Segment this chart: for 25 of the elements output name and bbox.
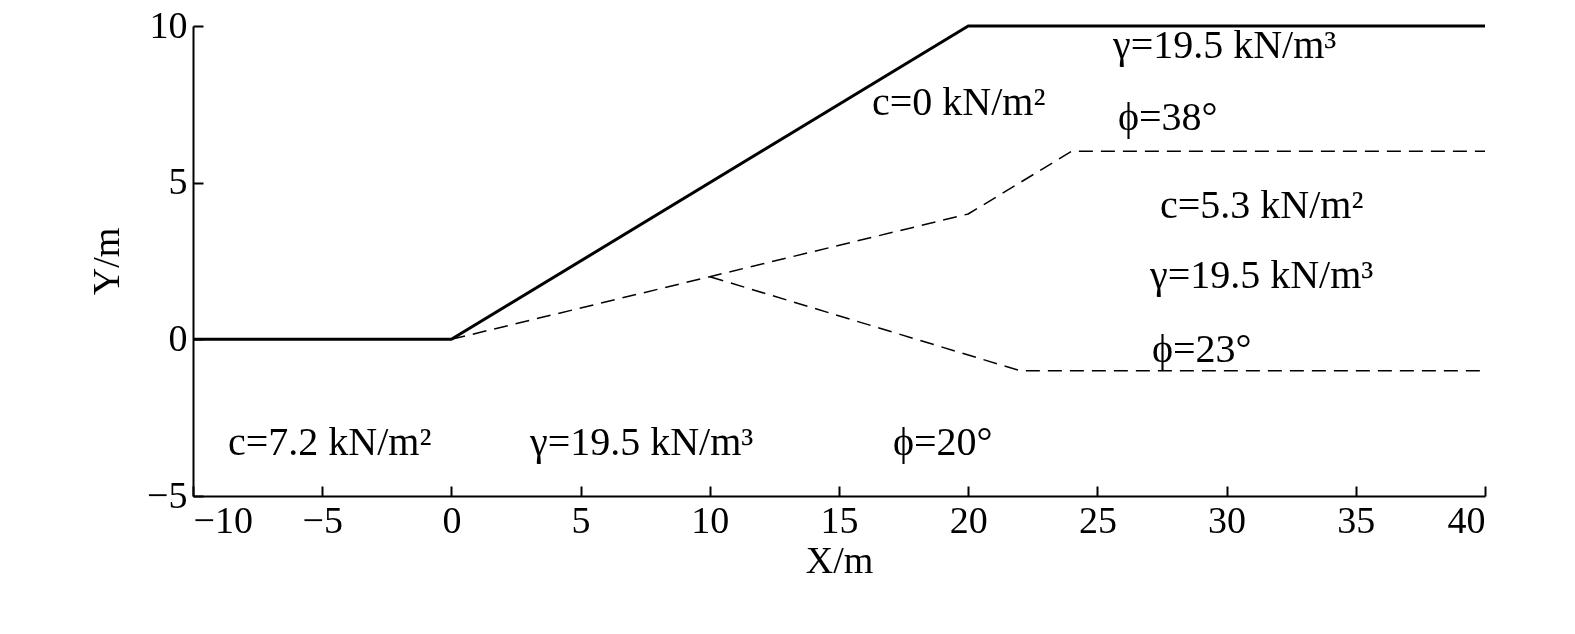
x-tick-label: 25 [1078, 498, 1117, 541]
annotation: γ=19.5 kN/m³ [1112, 22, 1337, 67]
annotation: ϕ=20° [893, 419, 993, 464]
x-tick-label: 35 [1337, 498, 1376, 541]
x-tick-label: 0 [442, 498, 462, 541]
annotation: ϕ=38° [1118, 94, 1218, 139]
y-tick-label: 0 [168, 316, 188, 359]
x-tick-label: −10 [193, 498, 253, 541]
y-tick-label: 10 [149, 3, 188, 46]
x-tick-label: −5 [302, 498, 343, 541]
annotation: c=0 kN/m² [872, 79, 1046, 124]
annotation: c=5.3 kN/m² [1160, 182, 1364, 227]
x-tick-label: 5 [571, 498, 591, 541]
x-tick-label: 15 [820, 498, 859, 541]
x-tick-label: 40 [1447, 498, 1486, 541]
x-tick-label: 20 [949, 498, 988, 541]
x-axis-title: X/m [805, 538, 874, 581]
y-tick-label: 5 [168, 160, 188, 203]
x-tick-label: 10 [691, 498, 730, 541]
y-axis-title: Y/m [85, 227, 128, 296]
annotation: γ=19.5 kN/m³ [1149, 252, 1374, 297]
annotation: c=7.2 kN/m² [228, 419, 432, 464]
x-tick-label: 30 [1208, 498, 1247, 541]
annotation: ϕ=23° [1152, 326, 1252, 371]
annotation: γ=19.5 kN/m³ [529, 419, 754, 464]
